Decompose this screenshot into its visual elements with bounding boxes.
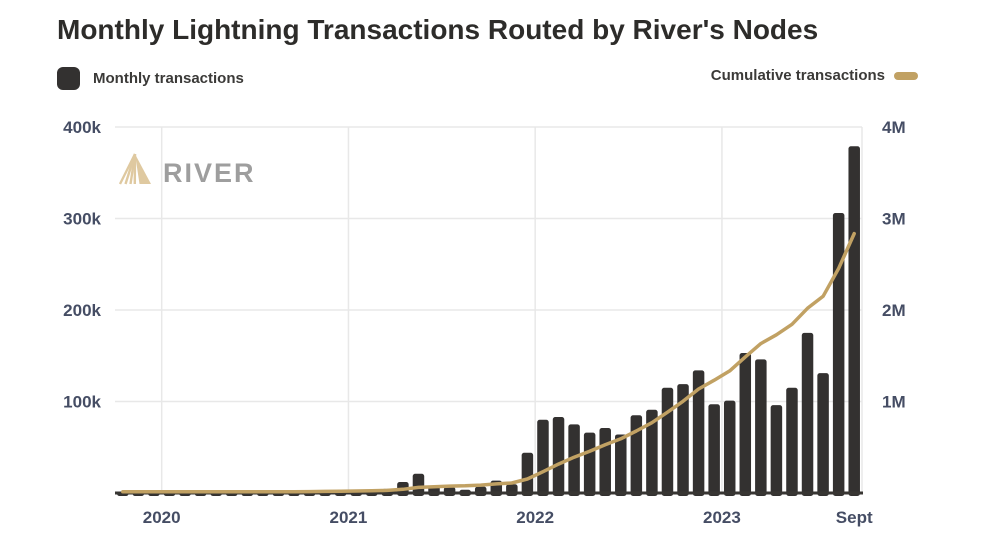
x-axis-tick-label-2021: 2021 — [330, 508, 368, 527]
bar-2021-05 — [412, 473, 425, 496]
river-logo-text: RIVER — [163, 158, 256, 188]
legend-cumulative: Cumulative transactions — [711, 67, 918, 84]
bar-2022-05 — [599, 428, 611, 496]
left-axis-tick-label: 300k — [63, 210, 101, 229]
bar-2022-03 — [568, 424, 580, 496]
left-axis-tick-label: 100k — [63, 393, 101, 412]
bar-2022-07 — [630, 415, 643, 496]
bar-2023-05 — [786, 387, 798, 496]
bar-2023-04 — [770, 405, 783, 496]
x-axis-tick-label-Sept: Sept — [836, 508, 873, 527]
left-axis-tick-label: 200k — [63, 301, 101, 320]
legend-monthly: Monthly transactions — [57, 67, 244, 90]
bar-2022-01 — [537, 419, 549, 496]
bar-2023-01 — [723, 400, 736, 496]
bar-2022-06 — [615, 434, 627, 496]
bar-2022-10 — [677, 384, 689, 496]
right-axis-tick-label: 1M — [882, 393, 906, 412]
river-logo: RIVER — [117, 150, 256, 188]
bar-series-swatch — [57, 67, 80, 90]
bar-2023-09 — [848, 146, 860, 496]
bar-2023-08 — [832, 213, 845, 496]
page-title: Monthly Lightning Transactions Routed by… — [57, 14, 819, 45]
bar-2021-12 — [521, 452, 534, 496]
river-logo-icon — [118, 153, 151, 185]
legend-monthly-label: Monthly transactions — [93, 70, 244, 87]
bar-2023-06 — [801, 332, 814, 496]
legend-cumulative-label: Cumulative transactions — [710, 67, 885, 84]
bar-2022-04 — [583, 432, 596, 496]
bar-2022-08 — [646, 409, 658, 496]
bar-2023-02 — [739, 353, 752, 496]
left-axis-tick-label: 400k — [63, 118, 101, 137]
right-axis-tick-label: 4M — [882, 118, 906, 137]
x-axis-tick-label-2023: 2023 — [703, 508, 741, 527]
bar-2022-11 — [692, 370, 705, 496]
bar-2022-12 — [708, 404, 720, 496]
x-axis-tick-label-2020: 2020 — [143, 508, 181, 527]
bar-2021-09 — [474, 486, 487, 496]
transactions-chart: 400k 4M 300k 3M 200k 2M 100k 1M 2020 2021 2022 2023… — [63, 118, 906, 527]
right-axis-tick-label: 2M — [882, 301, 906, 320]
line-series-swatch — [894, 71, 918, 80]
bar-2022-09 — [661, 387, 674, 496]
bar-2023-07 — [817, 373, 829, 496]
x-axis-tick-label-2022: 2022 — [516, 508, 554, 527]
cumulative-line — [121, 231, 856, 494]
right-axis-tick-label: 3M — [882, 210, 906, 229]
bar-2023-03 — [755, 359, 767, 496]
bar-2022-02 — [552, 417, 565, 496]
